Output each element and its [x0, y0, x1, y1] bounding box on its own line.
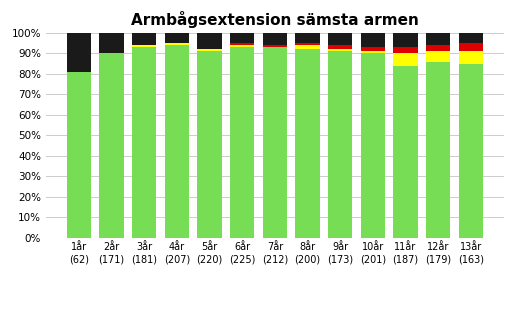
Bar	[263, 45, 287, 47]
Bar	[230, 47, 254, 238]
Bar	[263, 33, 287, 45]
Bar	[197, 50, 222, 51]
Bar	[263, 47, 287, 238]
Bar	[295, 50, 320, 238]
Bar	[99, 33, 124, 53]
Bar	[360, 33, 385, 47]
Bar	[393, 66, 418, 238]
Bar	[360, 53, 385, 238]
Bar	[230, 45, 254, 47]
Bar	[132, 47, 156, 238]
Bar	[295, 45, 320, 49]
Bar	[164, 45, 189, 238]
Bar	[426, 62, 450, 238]
Bar	[67, 33, 91, 72]
Bar	[360, 47, 385, 51]
Bar	[459, 43, 483, 51]
Bar	[67, 72, 91, 238]
Bar	[295, 43, 320, 45]
Bar	[164, 33, 189, 43]
Bar	[426, 51, 450, 62]
Bar	[393, 47, 418, 53]
Bar	[426, 45, 450, 51]
Bar	[328, 50, 352, 51]
Bar	[393, 33, 418, 47]
Bar	[230, 43, 254, 45]
Title: Armbågsextension sämsta armen: Armbågsextension sämsta armen	[131, 11, 419, 28]
Bar	[328, 45, 352, 49]
Bar	[328, 33, 352, 45]
Bar	[132, 33, 156, 45]
Bar	[459, 64, 483, 238]
Bar	[328, 51, 352, 238]
Bar	[164, 43, 189, 45]
Bar	[230, 33, 254, 43]
Bar	[393, 53, 418, 66]
Bar	[132, 45, 156, 47]
Bar	[360, 51, 385, 53]
Bar	[459, 33, 483, 43]
Legend: Grön, Gul, Röd, Mätning saknas: Grön, Gul, Röd, Mätning saknas	[146, 329, 404, 330]
Bar	[99, 53, 124, 238]
Bar	[295, 33, 320, 43]
Bar	[426, 33, 450, 45]
Bar	[197, 51, 222, 238]
Bar	[197, 33, 222, 50]
Bar	[459, 51, 483, 64]
